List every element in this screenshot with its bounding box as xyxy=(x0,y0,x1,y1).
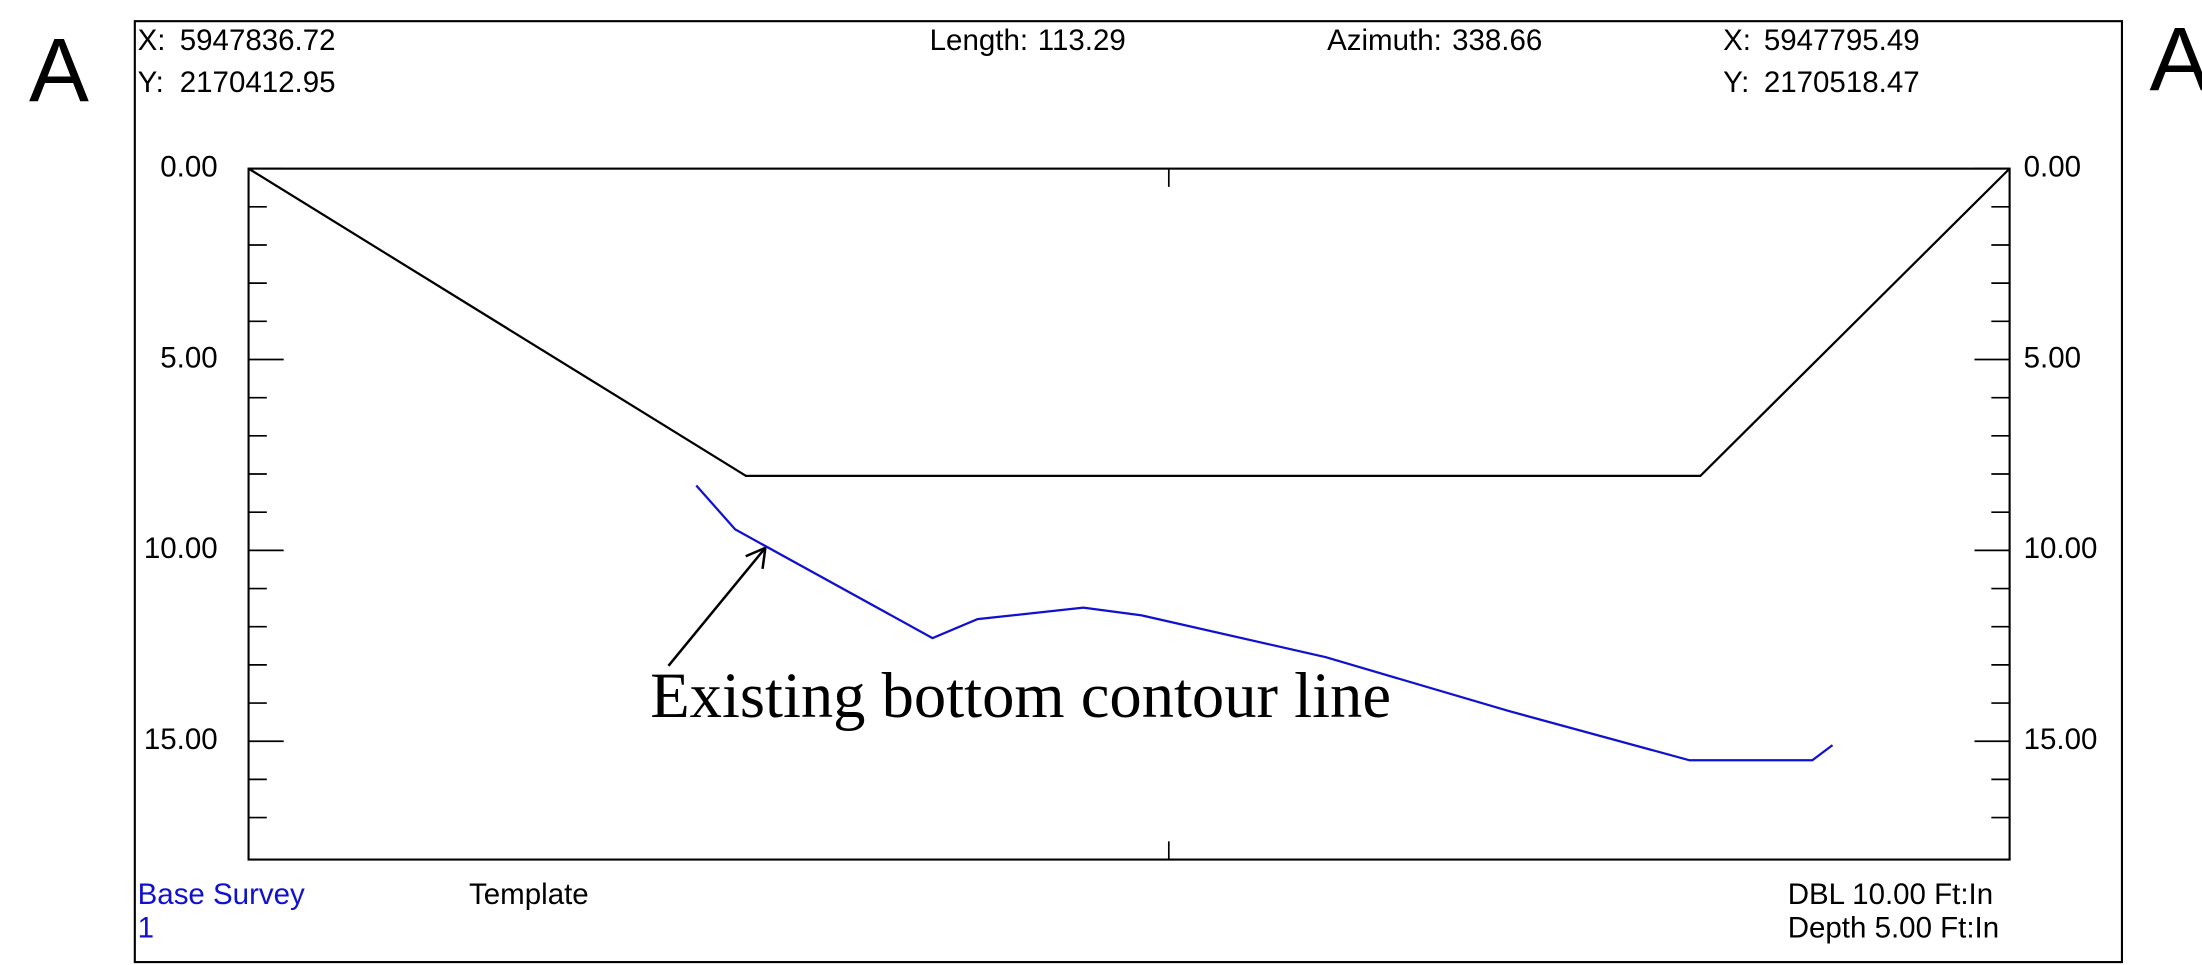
annotation: Existing bottom contour line xyxy=(650,659,1391,731)
field-value: 2170412.95 xyxy=(180,66,336,99)
field-label: Y: xyxy=(138,66,164,99)
legend-entry: Template xyxy=(469,878,589,911)
y-tick-label: 5.00 xyxy=(160,341,217,374)
field-label: Azimuth: xyxy=(1327,24,1442,57)
scale-depth: Depth 5.00 Ft:In xyxy=(1788,912,1999,945)
field-label: Length: xyxy=(930,24,1028,57)
legend-entry: Base Survey xyxy=(138,878,305,911)
y-tick-label: 15.00 xyxy=(144,723,218,756)
plot-frame xyxy=(247,167,2011,861)
profile-line xyxy=(247,167,2011,478)
field-label: X: xyxy=(1723,24,1751,57)
frame xyxy=(133,20,2124,964)
field-value: 2170518.47 xyxy=(1764,66,1920,99)
field-label: Y: xyxy=(1723,66,1749,99)
y-tick-label: 0.00 xyxy=(160,150,217,183)
y-tick-label: 10.00 xyxy=(144,532,218,565)
y-tick-label: 10.00 xyxy=(2024,532,2098,565)
section-mark: A xyxy=(2150,10,2202,110)
annotation-arrow xyxy=(667,546,767,667)
section-mark: A xyxy=(29,21,89,121)
field-value: 113.29 xyxy=(1038,24,1126,57)
y-tick-label: 0.00 xyxy=(2024,150,2081,183)
y-tick-label: 15.00 xyxy=(2024,723,2098,756)
field-label: X: xyxy=(138,24,166,57)
field-value: 5947836.72 xyxy=(180,24,336,57)
field-value: 338.66 xyxy=(1452,24,1542,57)
profile-line xyxy=(695,484,1834,762)
field-value: 5947795.49 xyxy=(1764,24,1920,57)
arrow-head xyxy=(745,545,767,570)
scale-dbl: DBL 10.00 Ft:In xyxy=(1788,878,1993,911)
y-tick-label: 5.00 xyxy=(2024,341,2081,374)
survey-number: 1 xyxy=(138,912,154,945)
